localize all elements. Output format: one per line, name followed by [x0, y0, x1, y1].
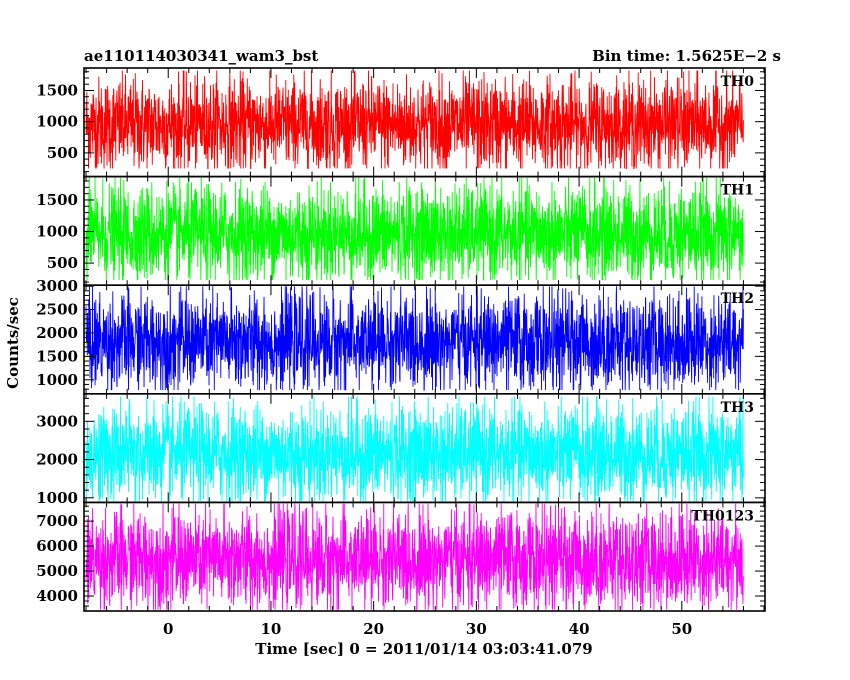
y-tick-label: 500 [47, 144, 78, 162]
panel-label-th0: TH0 [721, 74, 755, 90]
x-axis-title: Time [sec] 0 = 2011/01/14 03:03:41.079 [255, 640, 592, 658]
y-tick-label: 500 [47, 254, 78, 272]
x-tick-label: 20 [363, 620, 384, 638]
panel-th2: 1000 1500 2000 2500 3000 TH2 [36, 277, 766, 395]
y-tick-label: 4000 [36, 587, 78, 605]
panel-label-th3: TH3 [721, 400, 754, 416]
x-tick-label: 50 [671, 620, 692, 638]
y-tick-label: 1500 [36, 347, 78, 365]
y-tick-label: 1000 [36, 113, 78, 131]
panel-label-th2: TH2 [721, 291, 754, 307]
x-axis: 0 10 20 30 40 50 [163, 620, 692, 638]
chart-title-left: ae110114030341_wam3_bst [84, 47, 318, 65]
series-line-th2 [85, 286, 744, 391]
y-tick-label: 1500 [36, 81, 78, 99]
y-tick-label: 2000 [36, 451, 78, 469]
y-tick-label: 2000 [36, 324, 78, 342]
panels-layer: 500 1000 1500 TH0 500 1000 1500 TH1 1000 1500 2000… [36, 67, 766, 612]
y-tick-label: 7000 [36, 512, 78, 530]
y-tick-label: 5000 [36, 562, 78, 580]
panel-th3: 1000 2000 3000 TH3 [36, 392, 766, 507]
x-tick-label: 30 [466, 620, 487, 638]
series-line-th0 [85, 70, 744, 169]
series-line-th0123 [85, 503, 744, 611]
x-tick-label: 0 [163, 620, 173, 638]
y-tick-label: 6000 [36, 537, 78, 555]
y-tick-label: 1500 [36, 191, 78, 209]
series-line-th1 [85, 177, 744, 281]
panel-th0: 500 1000 1500 TH0 [36, 67, 766, 178]
panel-label-th0123: TH0123 [691, 508, 754, 524]
y-tick-label: 1000 [36, 489, 78, 507]
panel-th0123: 4000 5000 6000 7000 TH0123 [36, 501, 766, 612]
chart-title-right: Bin time: 1.5625E−2 s [592, 47, 781, 65]
panel-th1: 500 1000 1500 TH1 [36, 175, 766, 287]
y-tick-label: 2500 [36, 301, 78, 319]
y-tick-label: 3000 [36, 412, 78, 430]
y-tick-label: 3000 [36, 277, 78, 295]
x-tick-label: 10 [261, 620, 282, 638]
panel-frame [83, 501, 766, 612]
y-tick-label: 1000 [36, 223, 78, 241]
series-line-th3 [85, 396, 744, 502]
panel-label-th1: TH1 [721, 183, 754, 199]
y-tick-label: 1000 [36, 371, 78, 389]
x-tick-label: 40 [569, 620, 590, 638]
y-axis-title: Counts/sec [4, 297, 22, 389]
